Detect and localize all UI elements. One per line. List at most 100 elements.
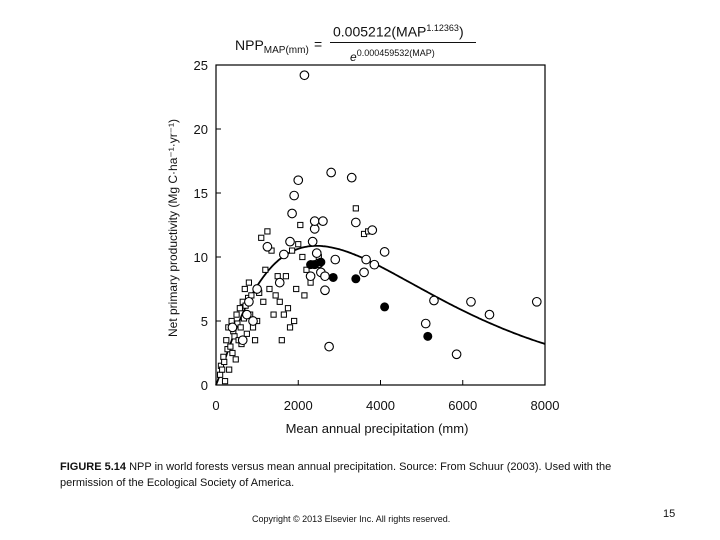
data-points	[217, 70, 542, 385]
data-point-square	[219, 366, 226, 373]
numerator-coef: 0.005212(MAP	[333, 23, 427, 40]
data-point-open-circle	[367, 225, 378, 235]
data-point-open-circle	[346, 172, 357, 183]
data-point-open-circle	[252, 284, 262, 294]
denominator-exponent: 0.000459532(MAP)	[356, 48, 435, 58]
y-axis: 0 5 10 15 20 25	[194, 58, 221, 393]
y-tick-label: 0	[201, 378, 208, 393]
data-point-open-circle	[359, 267, 369, 278]
x-tick-label: 6000	[448, 398, 477, 413]
fraction-bar	[330, 42, 476, 43]
data-point-open-circle	[293, 175, 304, 186]
data-point-open-circle	[379, 247, 390, 257]
data-point-square	[301, 292, 308, 299]
data-point-open-circle	[285, 236, 295, 247]
data-point-filled-circle	[328, 272, 338, 282]
data-point-open-circle	[466, 296, 476, 307]
numerator-exponent: 1.12363	[426, 23, 459, 33]
data-point-square	[278, 337, 285, 344]
data-point-square	[220, 353, 227, 360]
data-point-open-circle	[350, 217, 361, 228]
data-point-open-circle	[279, 249, 289, 260]
x-tick-label: 2000	[284, 398, 313, 413]
data-point-square	[229, 349, 236, 357]
y-axis-label: Net primary productivity (Mg C·ha⁻¹·yr⁻¹…	[166, 119, 180, 337]
data-point-square	[266, 285, 273, 293]
data-point-open-circle	[274, 277, 285, 288]
data-point-open-circle	[320, 271, 330, 282]
data-point-square	[226, 366, 233, 373]
data-point-square	[303, 266, 310, 273]
data-point-open-circle	[326, 167, 337, 178]
data-point-square	[245, 279, 253, 286]
copyright-notice: Copyright © 2013 Elsevier Inc. All right…	[252, 514, 451, 524]
data-point-square	[272, 292, 279, 299]
numerator-close: )	[458, 23, 464, 40]
data-point-open-circle	[244, 296, 254, 307]
data-point-open-circle	[237, 335, 248, 346]
data-point-square	[282, 273, 290, 280]
equation-numerator: 0.005212(MAP1.12363)	[333, 23, 464, 40]
data-point-square	[232, 356, 239, 363]
data-point-square	[260, 298, 267, 305]
denominator-base: e	[350, 50, 357, 64]
data-point-open-circle	[429, 295, 439, 306]
equation-lhs: NPPMAP(mm)	[235, 37, 309, 56]
data-point-square	[295, 241, 302, 248]
data-point-open-circle	[289, 190, 299, 201]
data-point-open-circle	[262, 241, 273, 252]
data-point-square	[264, 228, 271, 235]
data-point-open-circle	[307, 236, 318, 247]
data-point-open-circle	[361, 254, 371, 265]
figure-label: FIGURE 5.14	[60, 461, 127, 473]
data-point-square	[258, 234, 265, 241]
data-point-square	[280, 311, 287, 318]
data-point-square	[286, 324, 294, 331]
x-tick-label: 4000	[366, 398, 395, 413]
data-point-open-circle	[324, 341, 334, 352]
figure-caption: FIGURE 5.14 NPP in world forests versus …	[60, 459, 660, 491]
data-point-square	[291, 317, 298, 325]
equation-denominator: e0.000459532(MAP)	[350, 48, 435, 64]
data-point-open-circle	[227, 322, 238, 333]
y-tick-label: 20	[194, 122, 208, 137]
x-axis: 0 2000 4000 6000 8000	[212, 380, 559, 413]
data-point-square	[297, 221, 304, 229]
data-point-filled-circle	[423, 331, 433, 341]
x-tick-label: 8000	[531, 398, 560, 413]
data-point-square	[352, 205, 359, 212]
y-tick-label: 5	[201, 314, 208, 329]
data-point-square	[223, 337, 230, 344]
data-point-open-circle	[305, 271, 316, 282]
data-point-square	[243, 330, 250, 337]
y-tick-label: 25	[194, 58, 208, 73]
equation-lhs-sub: MAP(mm)	[263, 45, 309, 56]
data-point-square	[233, 311, 240, 318]
data-point-square	[284, 305, 292, 312]
x-tick-label: 0	[212, 398, 219, 413]
y-tick-label: 10	[194, 250, 208, 265]
fit-curve	[215, 245, 546, 386]
data-point-filled-circle	[316, 257, 326, 267]
data-point-square	[237, 324, 244, 331]
data-point-open-circle	[299, 70, 310, 81]
data-point-square	[236, 305, 243, 312]
data-point-square	[293, 285, 300, 293]
equation-lhs-main: NPP	[235, 37, 264, 53]
data-point-open-circle	[531, 296, 542, 307]
data-point-square	[241, 285, 248, 293]
data-point-open-circle	[287, 208, 297, 219]
data-point-square	[288, 247, 296, 254]
data-point-square	[251, 337, 259, 344]
data-point-square	[270, 311, 277, 318]
equation-equals: =	[314, 36, 323, 52]
y-tick-label: 15	[194, 186, 208, 201]
data-point-open-circle	[248, 316, 258, 326]
data-point-open-circle	[309, 216, 320, 227]
data-point-square	[221, 378, 229, 385]
caption-text: NPP in world forests versus mean annual …	[60, 461, 612, 489]
x-axis-label: Mean annual precipitation (mm)	[286, 421, 469, 436]
data-point-open-circle	[330, 254, 341, 265]
data-point-open-circle	[241, 309, 252, 320]
